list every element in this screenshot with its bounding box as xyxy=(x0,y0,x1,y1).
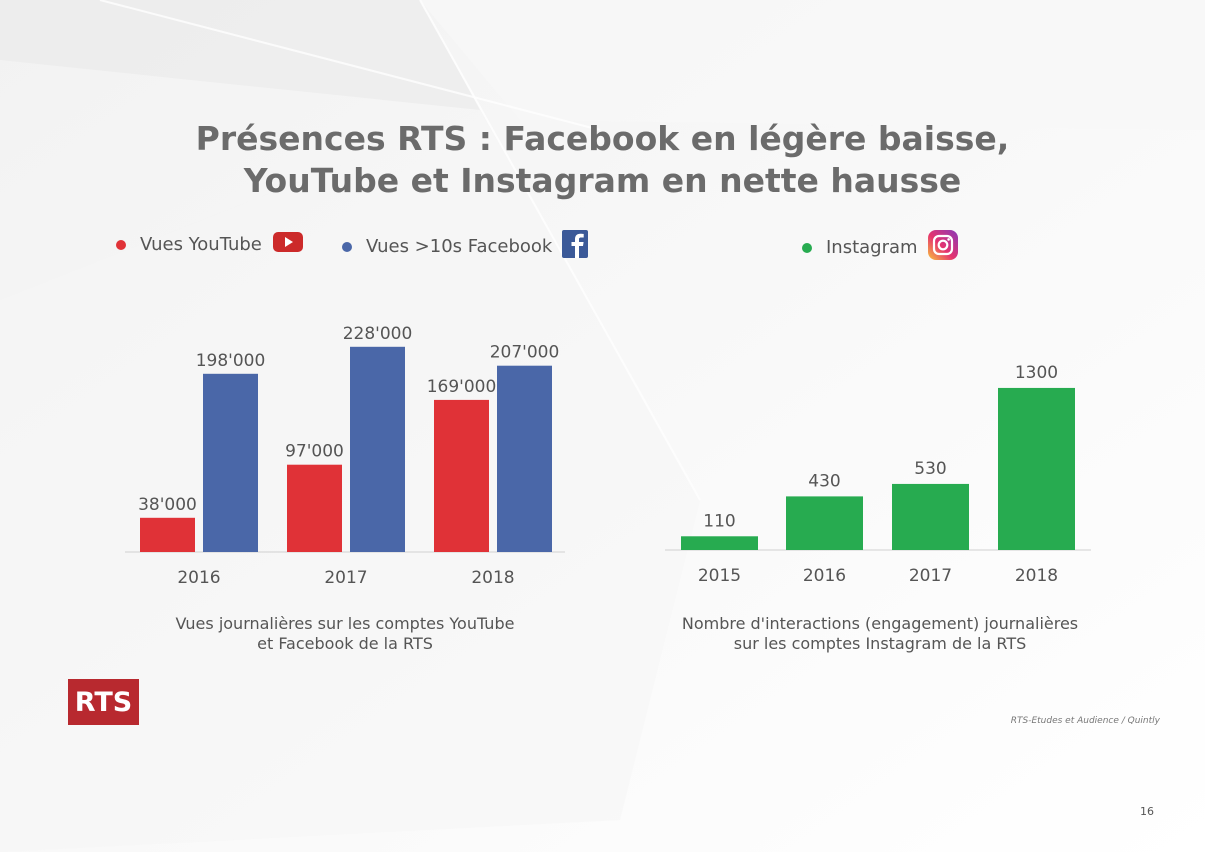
source-note: RTS-Etudes et Audience / Quintly xyxy=(1010,716,1160,726)
bar-youtube-2017 xyxy=(287,464,342,552)
instagram-icon xyxy=(927,230,958,265)
x-tick-label-2016: 2016 xyxy=(177,568,220,588)
page-title: Présences RTS : Facebook en légère baiss… xyxy=(0,118,1205,202)
legend-youtube: Vues YouTube xyxy=(116,230,304,259)
data-label-youtube-2017: 97'000 xyxy=(285,442,344,462)
x-tick-label-2018: 2018 xyxy=(471,568,514,588)
youtube-legend-dot xyxy=(116,239,126,250)
title-line-2: YouTube et Instagram en nette hausse xyxy=(243,161,962,200)
data-label-instagram-2017: 530 xyxy=(914,459,946,479)
data-label-youtube-2018: 169'000 xyxy=(427,377,497,397)
title-line-1: Présences RTS : Facebook en légère baiss… xyxy=(195,119,1010,158)
bar-facebook-2018 xyxy=(497,365,552,552)
bar-instagram-2017 xyxy=(892,483,969,550)
left-caption-line-2: et Facebook de la RTS xyxy=(257,634,433,653)
rts-logo: RTS xyxy=(68,679,139,725)
bar-facebook-2016 xyxy=(203,373,258,552)
instagram-legend-label: Instagram xyxy=(826,237,918,258)
facebook-icon xyxy=(562,230,589,263)
data-label-facebook-2018: 207'000 xyxy=(490,343,560,363)
data-label-instagram-2015: 110 xyxy=(703,511,735,531)
facebook-legend-label: Vues >10s Facebook xyxy=(366,236,553,257)
data-label-instagram-2018: 1300 xyxy=(1015,363,1058,383)
instagram-legend-dot xyxy=(802,242,812,253)
bar-instagram-2018 xyxy=(998,387,1075,550)
youtube-icon xyxy=(272,230,304,259)
x-tick-label-2016: 2016 xyxy=(803,566,846,586)
page-number: 16 xyxy=(1140,805,1154,818)
data-label-instagram-2016: 430 xyxy=(808,471,840,491)
x-tick-label-2017: 2017 xyxy=(909,566,952,586)
instagram-bar-chart: 110 2015 430 2016 530 2017 1300 2018 xyxy=(665,363,1091,586)
left-caption-line-1: Vues journalières sur les comptes YouTub… xyxy=(175,614,515,633)
x-tick-label-2017: 2017 xyxy=(324,568,367,588)
bar-instagram-2016 xyxy=(786,496,863,550)
left-chart-caption: Vues journalières sur les comptes YouTub… xyxy=(120,614,570,654)
youtube-legend-label: Vues YouTube xyxy=(140,234,262,255)
right-caption-line-1: Nombre d'interactions (engagement) journ… xyxy=(681,614,1079,633)
x-tick-label-2015: 2015 xyxy=(698,566,741,586)
data-label-youtube-2016: 38'000 xyxy=(138,495,197,515)
x-tick-label-2018: 2018 xyxy=(1015,566,1058,586)
legend-facebook: Vues >10s Facebook xyxy=(342,230,589,263)
data-label-facebook-2016: 198'000 xyxy=(196,351,266,371)
legend-instagram: Instagram xyxy=(802,230,958,265)
right-chart-caption: Nombre d'interactions (engagement) journ… xyxy=(640,614,1120,654)
bar-instagram-2015 xyxy=(681,536,758,550)
facebook-legend-dot xyxy=(342,241,352,252)
right-caption-line-2: sur les comptes Instagram de la RTS xyxy=(733,634,1027,653)
youtube-facebook-bar-chart: 38'000 198'000 2016 97'000 228'000 2017 169'00… xyxy=(125,324,565,588)
bar-youtube-2016 xyxy=(140,517,195,552)
bar-facebook-2017 xyxy=(350,346,405,552)
bar-youtube-2018 xyxy=(434,399,489,552)
data-label-facebook-2017: 228'000 xyxy=(343,324,413,344)
